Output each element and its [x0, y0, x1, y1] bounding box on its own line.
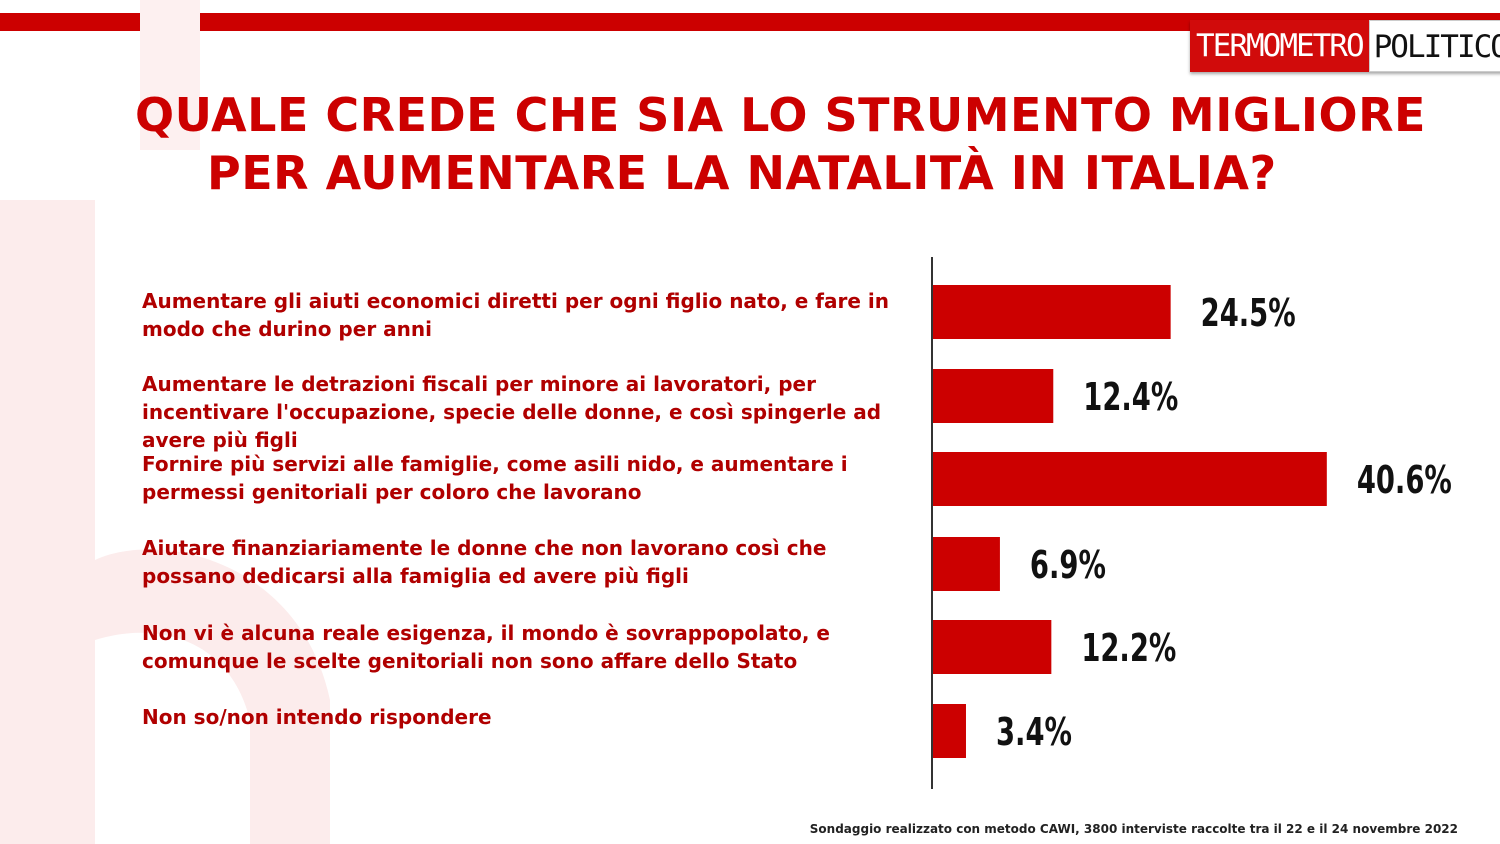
chart-axis-line — [931, 257, 933, 789]
value-label-5: 12.2% — [1081, 626, 1176, 670]
termometro-politico-logo: TERMOMETRO POLITICO — [1190, 20, 1500, 72]
value-label-1: 24.5% — [1201, 291, 1296, 335]
bar-6 — [933, 704, 966, 758]
value-label-4: 6.9% — [1030, 543, 1106, 587]
category-label-4: Aiutare finanziariamente le donne che no… — [142, 536, 827, 588]
logo-text-termometro: TERMOMETRO — [1190, 20, 1369, 72]
category-label-6: Non so/non intendo rispondere — [142, 705, 492, 729]
bar-1 — [933, 285, 1171, 339]
watermark-logo — [0, 0, 330, 844]
bar-3 — [933, 452, 1327, 506]
chart-title-line-2: PER AUMENTARE LA NATALITÀ IN ITALIA? — [207, 146, 1277, 200]
bar-5 — [933, 620, 1052, 674]
category-label-3: Fornire più servizi alle famiglie, come … — [142, 452, 848, 504]
survey-footnote: Sondaggio realizzato con metodo CAWI, 38… — [809, 822, 1458, 836]
value-label-2: 12.4% — [1083, 375, 1178, 419]
logo-text-politico: POLITICO — [1368, 20, 1500, 72]
category-label-2: Aumentare le detrazioni fiscali per mino… — [142, 372, 882, 452]
bar-2 — [933, 369, 1054, 423]
category-label-5: Non vi è alcuna reale esigenza, il mondo… — [142, 621, 830, 673]
value-label-3: 40.6% — [1357, 458, 1452, 502]
category-label-1: Aumentare gli aiuti economici diretti pe… — [142, 289, 889, 341]
chart-title-line-1: QUALE CREDE CHE SIA LO STRUMENTO MIGLIOR… — [135, 88, 1426, 142]
value-label-6: 3.4% — [996, 710, 1072, 754]
top-accent-bar — [0, 13, 1500, 31]
bar-4 — [933, 537, 1000, 591]
